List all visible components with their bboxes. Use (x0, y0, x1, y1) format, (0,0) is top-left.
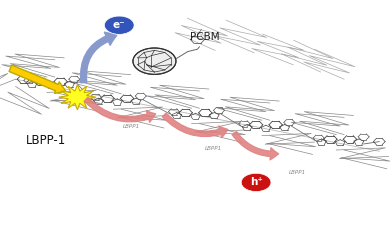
Circle shape (241, 173, 271, 192)
Text: PCBM: PCBM (190, 32, 219, 42)
Circle shape (104, 16, 134, 34)
FancyArrowPatch shape (84, 97, 156, 123)
Text: LBPP1: LBPP1 (204, 146, 222, 151)
FancyArrowPatch shape (232, 132, 279, 160)
Polygon shape (59, 84, 96, 110)
FancyArrowPatch shape (9, 65, 66, 93)
Text: LBPP1: LBPP1 (122, 124, 140, 128)
FancyArrowPatch shape (81, 32, 117, 83)
Text: LBPP-1: LBPP-1 (25, 134, 66, 147)
Text: e⁻: e⁻ (113, 20, 126, 30)
Text: h⁺: h⁺ (250, 177, 262, 187)
Circle shape (133, 48, 176, 74)
Text: LBPP1: LBPP1 (289, 170, 306, 175)
FancyArrowPatch shape (162, 113, 228, 138)
